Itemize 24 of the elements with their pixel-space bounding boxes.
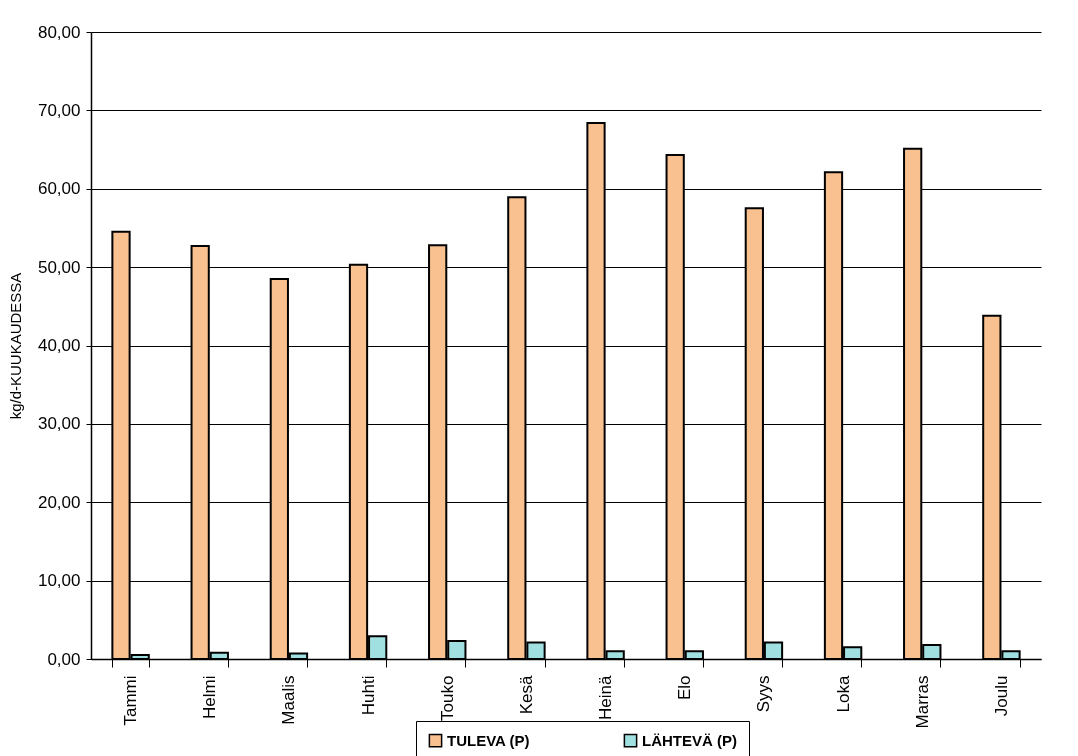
legend-label: LÄHTEVÄ (P) [642,731,737,749]
x-tick-label: Marras [912,675,932,729]
y-tick-label: 60,00 [37,179,81,199]
y-tick-label: 80,00 [37,22,81,42]
x-tick-label: Heinä [596,674,616,720]
y-tick-label: 40,00 [37,336,81,355]
x-tick-label: Maalis [279,675,299,725]
x-tick-label: Loka [833,674,853,713]
x-tick-label: Elo [675,675,695,701]
y-tick-label: 50,00 [37,257,81,277]
y-tick-label: 20,00 [37,492,81,512]
x-tick-label: Touko [437,675,457,721]
y-tick-label: 10,00 [37,571,81,591]
y-axis-title: kg/d-KUUKAUDESSA [6,272,24,420]
y-tick-label: 70,00 [37,100,81,120]
x-tick-label: Syys [754,675,774,713]
x-tick-label: Tammi [121,675,141,726]
x-tick-label: Joulu [991,675,1011,717]
x-tick-label: Kesä [516,674,536,715]
x-tick-label: Helmi [200,675,220,719]
y-tick-label: 30,00 [37,414,81,434]
x-tick-label: Huhti [358,675,378,716]
y-tick-label: 0,00 [47,649,81,669]
legend-label: TULEVA (P) [447,731,530,749]
